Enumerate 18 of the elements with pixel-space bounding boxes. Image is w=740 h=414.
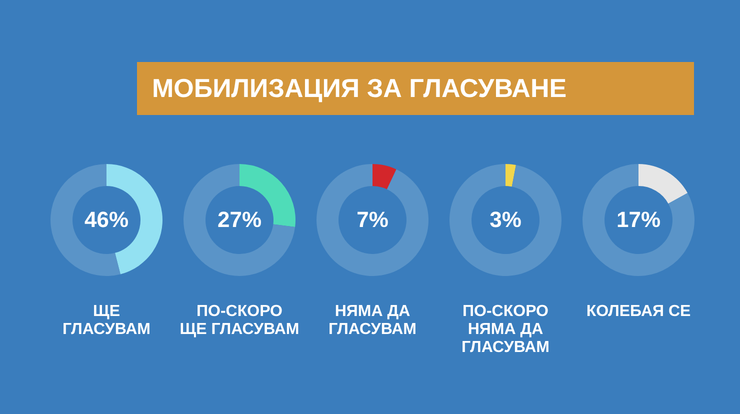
text: ЩЕ ГЛАСУВАМ [62, 303, 150, 338]
text: КОЛЕБАЯ СЕ [586, 303, 691, 320]
text: НЯМА ДА ГЛАСУВАМ [328, 303, 416, 338]
donut-slice [316, 164, 428, 276]
donut-slice [638, 164, 688, 204]
donut-slice [506, 164, 516, 187]
text: 7% [356, 207, 388, 232]
donut-slice [372, 164, 396, 190]
text: ПО-СКОРО ЩЕ ГЛАСУВАМ [180, 303, 300, 338]
donut-slice [582, 164, 694, 276]
donut-slice [450, 164, 562, 276]
donut-slice [184, 164, 296, 276]
text: МОБИЛИЗАЦИЯ ЗА ГЛАСУВАНЕ [152, 73, 567, 103]
text: 3% [490, 207, 522, 232]
text: 46% [84, 207, 129, 232]
text: 27% [217, 207, 262, 232]
text: 17% [616, 207, 661, 232]
text: ПО-СКОРО НЯМА ДА ГЛАСУВАМ [462, 303, 550, 356]
